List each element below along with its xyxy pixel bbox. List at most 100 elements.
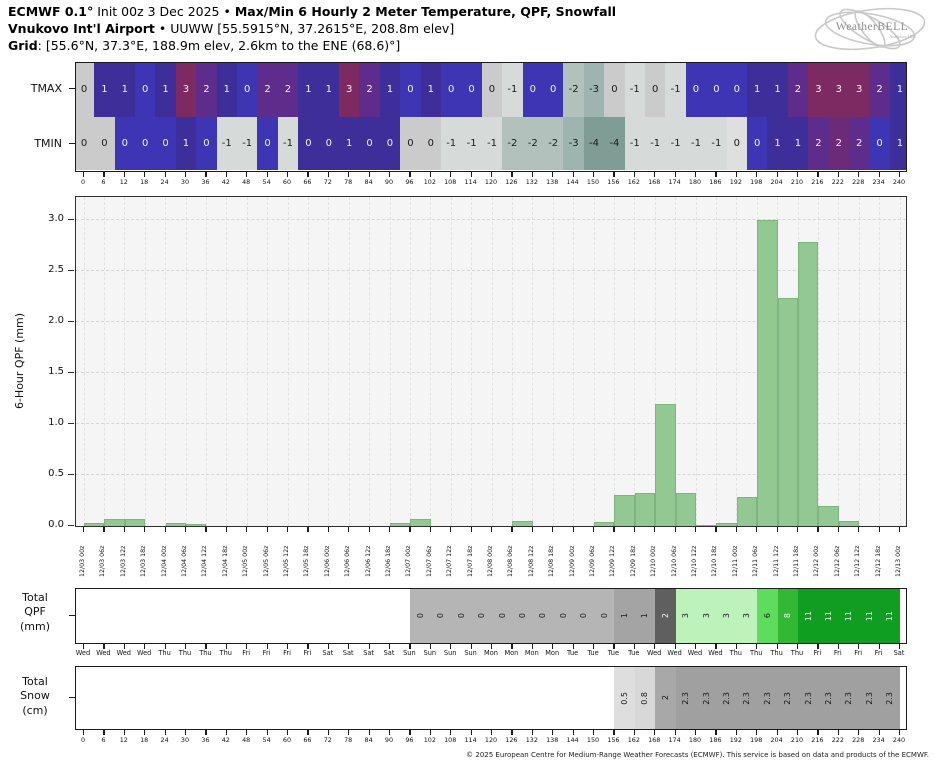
total-cell: [451, 667, 472, 729]
axis-tick-label: Mon: [504, 649, 519, 657]
axis-tick-label: 204: [770, 736, 783, 744]
axis-tick: [572, 172, 574, 177]
axis-tick-label: 78: [344, 736, 353, 744]
total-cell: 0: [430, 589, 452, 643]
axis-tick: [715, 730, 717, 735]
axis-tick: [654, 172, 656, 177]
gridline-v: [83, 197, 85, 526]
tmin-cell: -1: [237, 116, 258, 170]
axis-tick: [246, 172, 248, 177]
axis-tick: [756, 527, 758, 532]
total-cell: [492, 667, 513, 729]
total-cell: [553, 667, 574, 729]
total-qpf-strip: 0 0 0 0 0 0 0 0 0 0 1 1 2 3 3 3 3 6 8 11 11 11 11 11: [75, 588, 907, 644]
gridline-h: [76, 219, 906, 220]
total-qpf-axis-ticks: [75, 644, 907, 650]
x-tick-label: 12/04 06z: [181, 545, 188, 577]
total-cell-value: 2.3: [762, 691, 772, 705]
gridline-v: [899, 197, 901, 526]
axis-tick-label: Wed: [116, 649, 131, 657]
axis-tick: [307, 644, 309, 649]
y-tick-label: 2.0: [48, 315, 64, 326]
total-cell: 0.8: [634, 667, 656, 729]
axis-tick-label: 66: [303, 736, 312, 744]
axis-tick: [593, 730, 595, 735]
axis-tick: [797, 172, 799, 177]
axis-tick-label: 228: [852, 736, 865, 744]
gridline-v: [532, 197, 534, 526]
axis-tick: [123, 730, 125, 735]
tmin-cell: 0: [298, 116, 319, 170]
axis-tick: [715, 527, 717, 532]
total-cell-value: 0: [456, 613, 466, 619]
axis-tick: [878, 172, 880, 177]
axis-tick: [511, 730, 513, 735]
axis-tick: [144, 730, 146, 735]
axis-tick-label: 18: [140, 178, 149, 186]
x-tick-label: 12/03 00z: [79, 545, 86, 577]
total-cell: [104, 667, 125, 729]
total-cell: 2.3: [675, 667, 696, 729]
total-cell: [206, 667, 227, 729]
axis-tick: [389, 730, 391, 735]
axis-tick: [817, 172, 819, 177]
tmax-cell: 3: [828, 63, 849, 117]
axis-tick: [715, 172, 717, 177]
x-tick-label: 12/06 06z: [344, 545, 352, 577]
axis-tick: [103, 644, 105, 649]
total-cell-value: 2.3: [885, 691, 895, 705]
axis-tick-label: 60: [282, 178, 292, 186]
axis-tick-label: Fri: [303, 649, 312, 657]
axis-tick-label: Sun: [464, 649, 477, 657]
axis-tick: [837, 527, 839, 532]
axis-tick: [368, 172, 370, 177]
total-cell: 0: [410, 589, 431, 643]
x-tick-label: 12/08 18z: [548, 545, 556, 577]
x-tick-label: 12/05 18z: [303, 545, 311, 577]
axis-tick: [470, 644, 472, 649]
total-cell: [226, 589, 248, 643]
qpf-bar: [696, 524, 717, 526]
axis-tick-label: 210: [790, 178, 804, 186]
axis-tick-label: 108: [444, 178, 457, 186]
total-qpf-label: Total QPF (mm): [19, 591, 50, 633]
axis-tick: [491, 172, 493, 177]
axis-tick: [307, 527, 309, 532]
tmin-cell: -1: [645, 116, 666, 170]
axis-tick: [205, 730, 207, 735]
gridline-v: [695, 197, 697, 526]
total-cell: [573, 667, 594, 729]
axis-tick-label: 168: [648, 178, 661, 186]
axis-tick: [858, 644, 860, 649]
total-cell: [532, 667, 554, 729]
axis-tick: [899, 172, 901, 177]
axis-tick-label: 120: [484, 178, 498, 186]
x-tick-label: 12/08 12z: [527, 545, 535, 577]
tmin-cell: -1: [706, 116, 727, 170]
total-cell: 0: [594, 589, 615, 643]
axis-tick: [389, 644, 391, 649]
axis-tick: [817, 644, 819, 649]
axis-tick: [185, 172, 187, 177]
axis-tick-label: 204: [770, 178, 783, 186]
y-tick-label: 0.5: [48, 468, 64, 479]
axis-tick-label: 90: [384, 736, 394, 744]
axis-tick: [389, 172, 391, 177]
total-cell: [594, 667, 615, 729]
axis-tick-label: Thu: [770, 649, 783, 657]
tmax-cell: 0: [543, 63, 564, 117]
tmin-cell: 0: [155, 116, 176, 170]
axis-tick-label: 186: [709, 178, 722, 186]
y-tick: [68, 269, 74, 272]
axis-tick: [348, 527, 350, 532]
total-cell: 3: [716, 589, 737, 643]
qpf-bar: [777, 297, 798, 526]
axis-tick-label: Wed: [646, 649, 662, 657]
axis-tick: [409, 644, 411, 649]
tmin-cell: 1: [339, 116, 360, 170]
axis-tick-label: 78: [344, 178, 353, 186]
qpf-x-axis-labels: 12/03 00z 12/03 06z 12/03 12z 12/03 18z 12/0…: [75, 531, 907, 577]
axis-tick: [144, 172, 146, 177]
axis-tick: [348, 644, 350, 649]
total-cell: [349, 667, 370, 729]
